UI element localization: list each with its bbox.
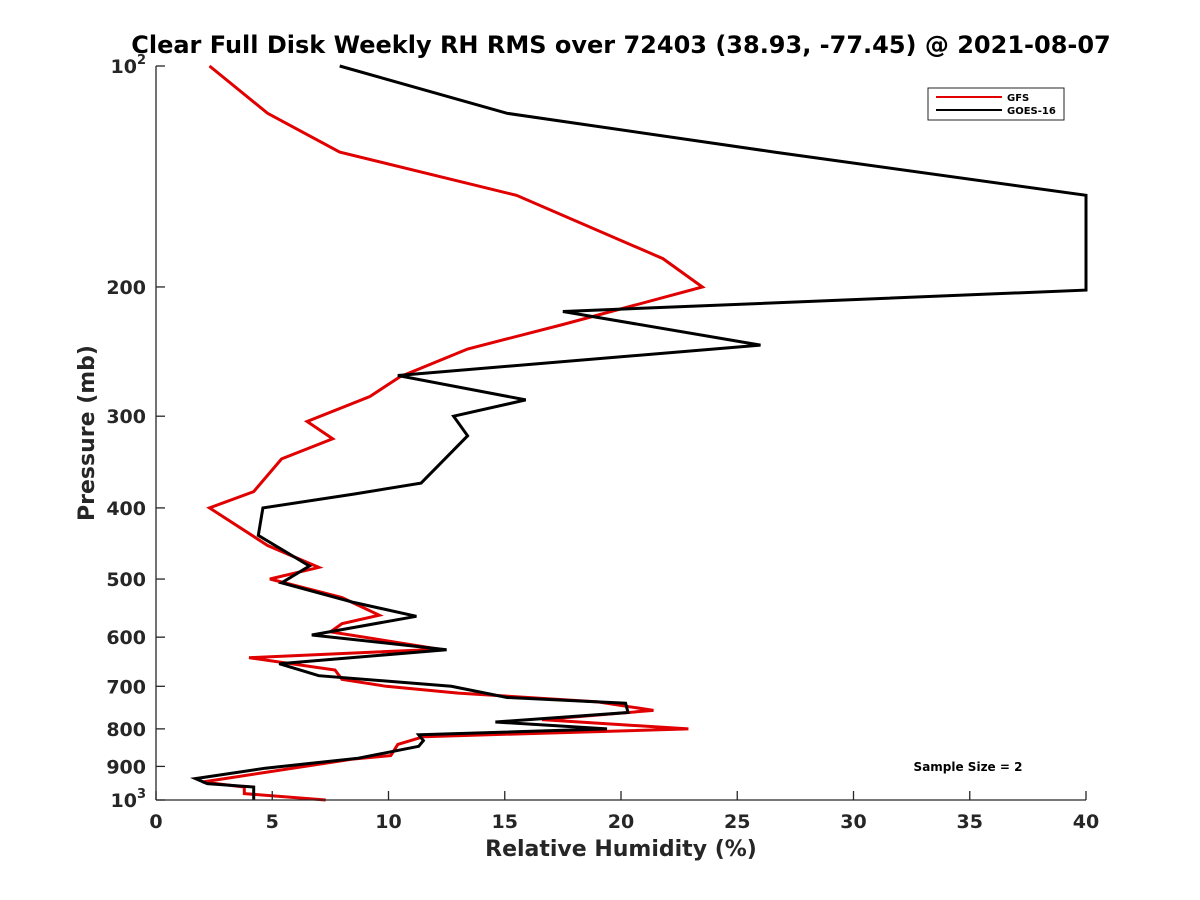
- y-tick-label: 200: [106, 277, 146, 299]
- series-layer: [190, 64, 1088, 802]
- series-line-goes-16: [190, 64, 1088, 800]
- chart-title: Clear Full Disk Weekly RH RMS over 72403…: [131, 31, 1111, 59]
- y-tick-label: 700: [106, 676, 146, 698]
- legend-label-gfs: GFS: [1007, 93, 1029, 104]
- x-tick-label: 25: [724, 811, 750, 833]
- x-tick-label: 40: [1073, 811, 1099, 833]
- x-tick-label: 30: [840, 811, 866, 833]
- y-axis-ticks: 102 200 300 400 500 600 700 800 900 103: [106, 53, 165, 812]
- y-tick-label: 300: [106, 406, 146, 428]
- y-tick-label: 800: [106, 719, 146, 741]
- legend-box: [927, 87, 1065, 121]
- plot-area: 0 5 10 15 20 25 30 35 40 102 200 300 400 500 600 700 80…: [106, 53, 1099, 833]
- y-tick-label: 400: [106, 498, 146, 520]
- y-axis-label: Pressure (mb): [75, 345, 100, 521]
- y-tick-label: 600: [106, 627, 146, 649]
- legend: GFS GOES-16: [927, 87, 1065, 121]
- legend-label-goes-16: GOES-16: [1007, 106, 1056, 117]
- y-tick-label: 500: [106, 569, 146, 591]
- x-tick-label: 10: [375, 811, 401, 833]
- sample-size-annotation: Sample Size = 2: [914, 760, 1023, 774]
- y-tick-label: 102: [111, 53, 147, 78]
- x-tick-label: 5: [266, 811, 279, 833]
- x-tick-label: 15: [492, 811, 518, 833]
- x-axis-label: Relative Humidity (%): [485, 837, 757, 862]
- x-axis-ticks: 0 5 10 15 20 25 30 35 40: [149, 791, 1099, 833]
- series-line-gfs: [202, 64, 706, 802]
- x-tick-label: 20: [608, 811, 634, 833]
- y-tick-label: 900: [106, 756, 146, 778]
- x-tick-label: 35: [957, 811, 983, 833]
- y-tick-label: 103: [111, 787, 147, 812]
- x-tick-label: 0: [149, 811, 162, 833]
